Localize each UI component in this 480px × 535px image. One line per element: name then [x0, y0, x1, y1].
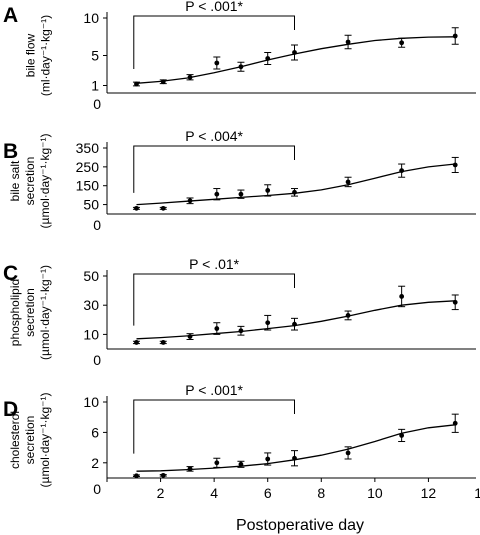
y-zero-label-a: 0 — [93, 96, 101, 112]
p-value-annotation-d: P < .001* — [185, 382, 243, 398]
y-axis-label-b: secretion — [23, 157, 37, 206]
data-point-c — [399, 294, 405, 299]
fit-curve-d — [136, 424, 456, 472]
data-point-d — [134, 473, 139, 479]
data-point-d — [452, 420, 458, 426]
data-point-b — [452, 162, 458, 168]
y-tick-label-a: 5 — [91, 48, 99, 64]
significance-bracket-c — [133, 273, 295, 326]
y-tick-label-a: 1 — [91, 78, 99, 94]
data-point-b — [399, 168, 405, 174]
data-point-c — [452, 299, 458, 305]
fit-curve-c — [136, 300, 456, 340]
y-axis-label-a: bile flow — [24, 33, 38, 77]
y-axis-label-d: secretion — [23, 416, 37, 465]
data-point-d — [214, 460, 220, 466]
x-tick-label: 4 — [210, 485, 218, 501]
data-point-c — [160, 340, 166, 345]
data-point-b — [292, 189, 297, 195]
data-point-a — [160, 79, 166, 85]
y-axis-label-b: bile salt — [8, 160, 22, 201]
data-point-c — [238, 328, 244, 334]
y-axis-label-a: (ml·day⁻¹·kg⁻¹) — [39, 15, 53, 96]
data-point-c — [134, 340, 139, 345]
data-point-d — [238, 461, 244, 467]
y-zero-label-c: 0 — [93, 352, 101, 368]
y-axis-label-c: (µmol·day⁻¹·kg⁻¹) — [38, 265, 52, 360]
x-tick-label: 6 — [264, 485, 272, 501]
data-point-a — [399, 40, 405, 46]
x-tick-label: 12 — [421, 485, 437, 501]
data-point-a — [214, 60, 220, 66]
panel-letter-a: A — [3, 4, 18, 27]
panel-letter-c: C — [3, 262, 18, 285]
p-value-annotation-c: P < .01* — [189, 256, 240, 272]
x-tick-label: 8 — [317, 485, 325, 501]
y-tick-label-c: 30 — [83, 297, 99, 313]
panel-c: C 10 30 50 0 phospholipid secretion (µmol·day⁻¹… — [3, 256, 476, 368]
y-tick-label-b: 250 — [76, 159, 100, 175]
x-axis-title: Postoperative day — [236, 517, 364, 534]
significance-bracket-b — [133, 145, 295, 193]
data-point-b — [160, 205, 166, 211]
y-zero-label-b: 0 — [93, 217, 101, 233]
data-point-d — [292, 455, 297, 461]
x-tick-label: 14 — [474, 485, 480, 501]
data-point-b — [265, 188, 271, 193]
data-point-a — [452, 33, 458, 39]
y-axis-label-c: secretion — [23, 288, 37, 337]
data-point-a — [292, 50, 297, 55]
y-tick-label-d: 2 — [91, 455, 99, 471]
y-tick-label-c: 50 — [83, 268, 99, 284]
data-point-a — [187, 74, 193, 80]
data-point-b — [134, 205, 139, 211]
y-tick-label-a: 10 — [83, 10, 99, 26]
data-point-a — [345, 39, 351, 45]
panel-letter-d: D — [3, 398, 18, 421]
y-tick-label-b: 150 — [76, 178, 100, 194]
data-point-d — [345, 450, 351, 456]
panel-d: D 2 6 10 0 cholesterol secretion (µmol·day⁻¹·kg… — [3, 382, 476, 497]
data-point-b — [187, 198, 193, 204]
y-axis-label-d: cholesterol — [8, 411, 22, 469]
panel-a: A 1 5 10 0 bile flow (ml·day⁻¹·kg⁻¹) P < .001* — [3, 0, 476, 112]
data-point-d — [399, 433, 405, 438]
data-point-c — [345, 313, 351, 318]
x-tick-label: 2 — [157, 485, 165, 501]
data-point-d — [265, 456, 271, 462]
data-point-a — [238, 64, 244, 70]
data-point-c — [214, 326, 220, 331]
p-value-annotation-b: P < .004* — [185, 128, 243, 144]
data-point-a — [265, 56, 271, 61]
panel-letter-b: B — [3, 140, 18, 163]
data-point-b — [238, 191, 244, 197]
y-axis-label-b: (µmol·day⁻¹·kg⁻¹) — [38, 134, 52, 229]
data-point-c — [187, 334, 193, 339]
y-axis-label-c: phospholipid — [8, 279, 22, 346]
data-point-b — [214, 191, 220, 197]
panel-b: B 50 150 250 350 0 bile salt secretion (µmol·day… — [3, 128, 476, 233]
p-value-annotation-a: P < .001* — [185, 0, 243, 14]
data-point-c — [292, 321, 297, 327]
x-tick-label: 10 — [367, 485, 383, 501]
y-tick-label-c: 10 — [83, 326, 99, 342]
y-tick-label-b: 350 — [76, 140, 100, 156]
data-point-b — [345, 179, 351, 185]
significance-bracket-a — [133, 15, 295, 69]
y-axis-label-d: (µmol·day⁻¹·kg⁻¹) — [38, 393, 52, 488]
data-point-d — [187, 466, 193, 472]
data-point-a — [134, 81, 139, 87]
significance-bracket-d — [133, 399, 295, 454]
y-tick-label-d: 10 — [83, 394, 99, 410]
y-tick-label-d: 6 — [91, 424, 99, 440]
data-point-d — [160, 472, 166, 478]
y-tick-label-b: 50 — [83, 197, 99, 213]
data-point-c — [265, 320, 271, 326]
y-zero-label-d: 0 — [93, 481, 101, 497]
fit-curve-b — [136, 163, 456, 206]
